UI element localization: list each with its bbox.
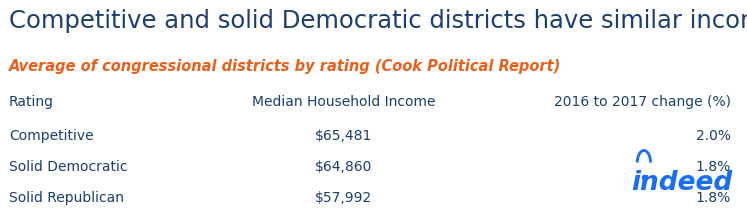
Text: Competitive: Competitive [9, 129, 93, 143]
Text: Solid Democratic: Solid Democratic [9, 160, 128, 174]
Text: 1.8%: 1.8% [695, 160, 731, 174]
Text: Average of congressional districts by rating (Cook Political Report): Average of congressional districts by ra… [9, 59, 561, 74]
Text: Solid Republican: Solid Republican [9, 191, 124, 205]
Text: Rating: Rating [9, 95, 54, 109]
Text: Median Household Income: Median Household Income [252, 95, 436, 109]
Text: 2.0%: 2.0% [695, 129, 731, 143]
Text: $64,860: $64,860 [315, 160, 372, 174]
Text: $65,481: $65,481 [315, 129, 372, 143]
Text: $57,992: $57,992 [315, 191, 372, 205]
Text: 2016 to 2017 change (%): 2016 to 2017 change (%) [554, 95, 731, 109]
Text: Competitive and solid Democratic districts have similar income: Competitive and solid Democratic distric… [9, 9, 747, 33]
Text: 1.8%: 1.8% [695, 191, 731, 205]
Text: indeed: indeed [631, 171, 733, 196]
